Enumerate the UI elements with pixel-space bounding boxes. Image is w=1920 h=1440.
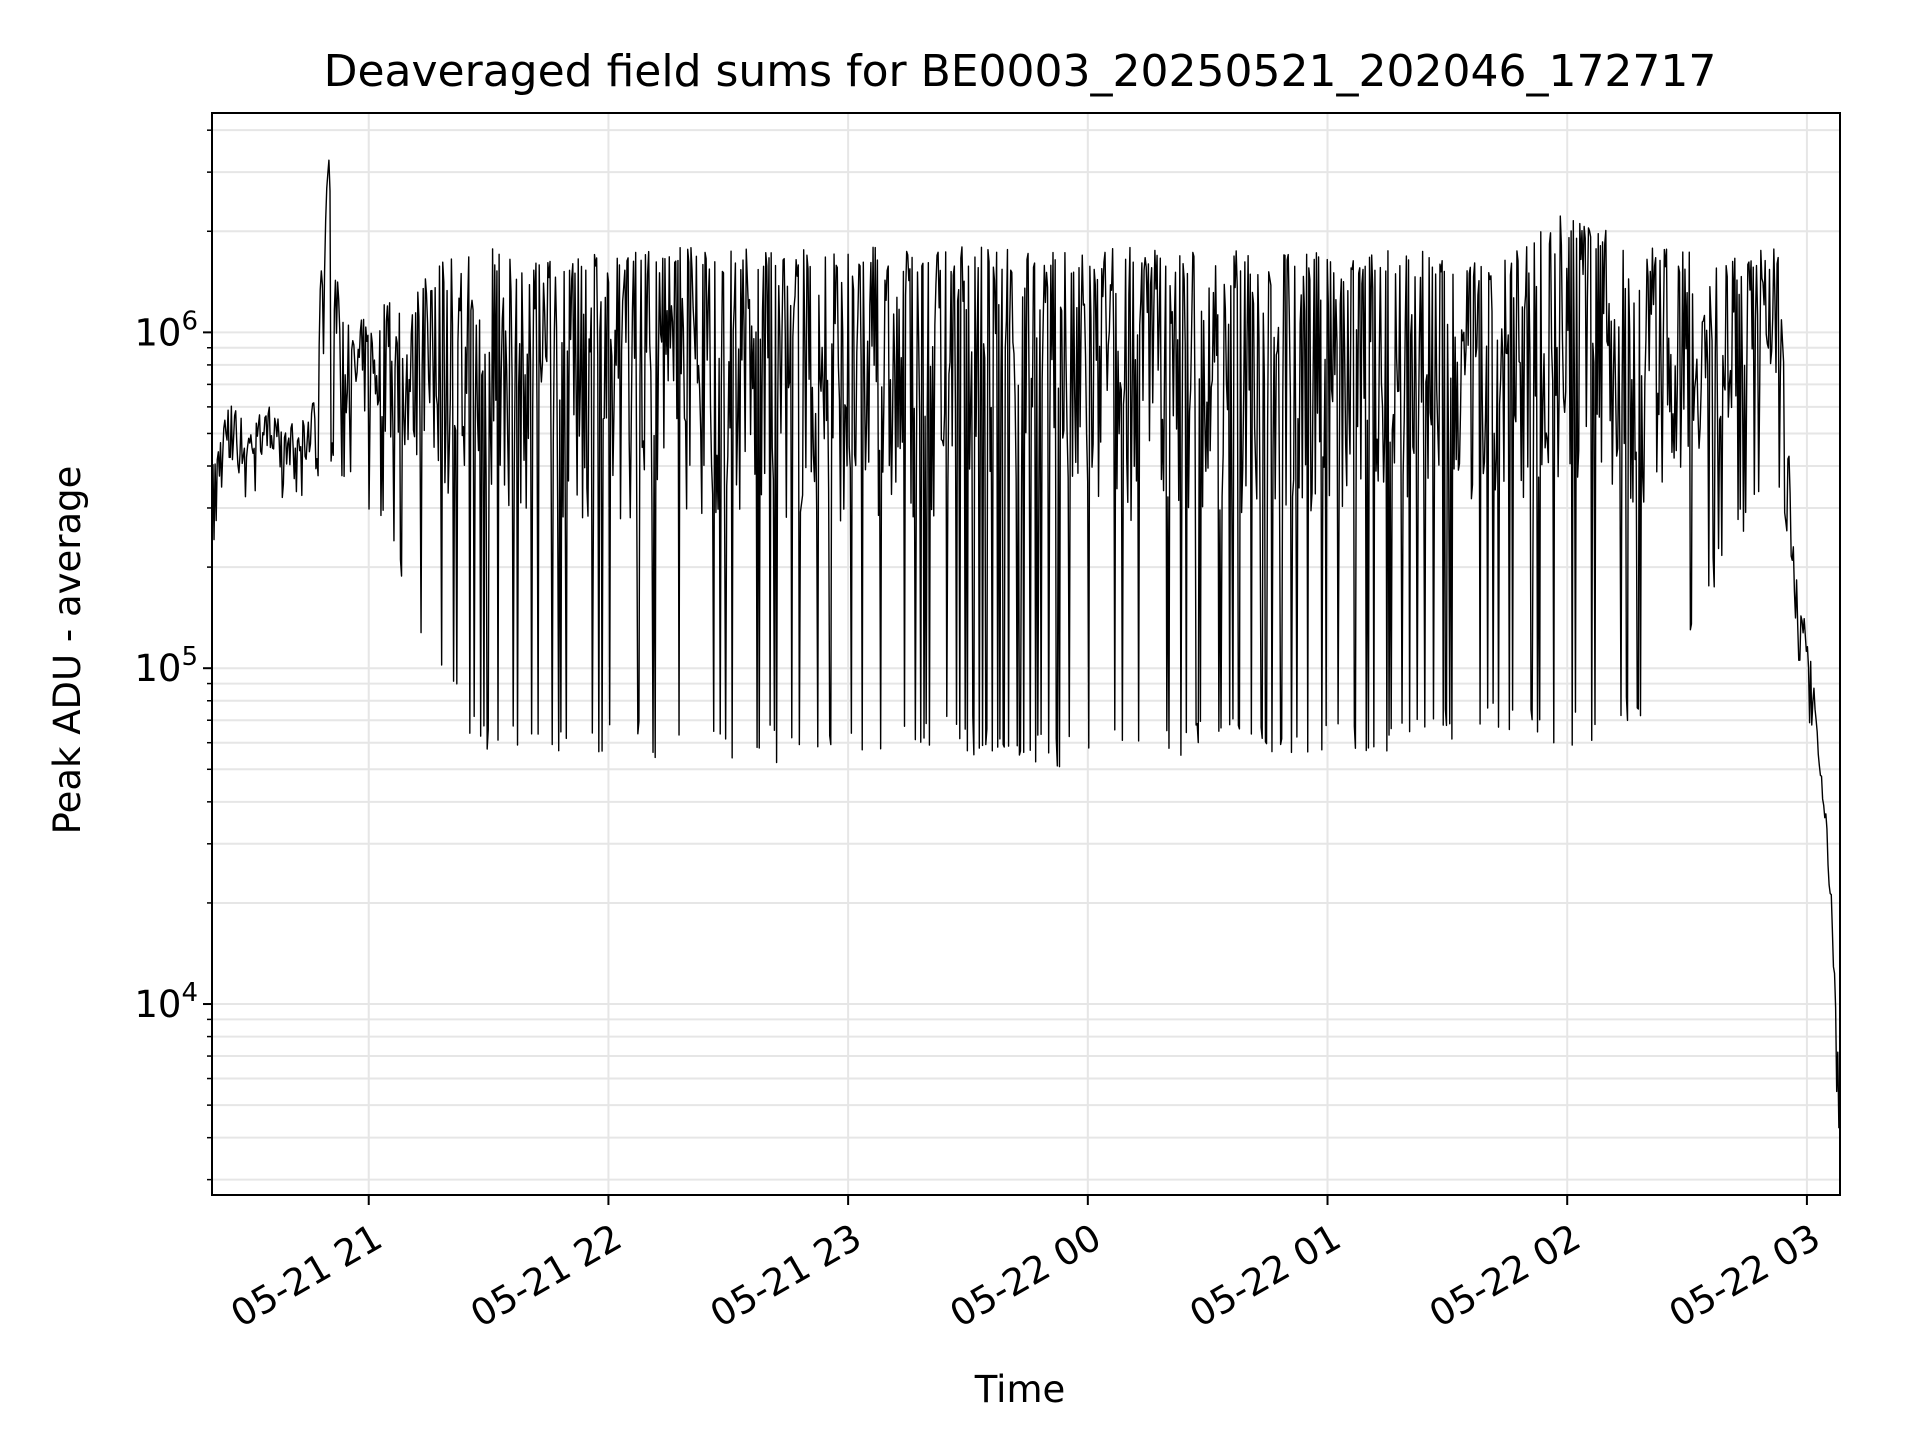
axes-frame <box>211 112 1841 1196</box>
y-axis-label: Peak ADU - average <box>46 466 89 835</box>
x-axis-label: Time <box>974 1368 1066 1411</box>
y-tick-label: 105 <box>134 642 198 690</box>
series-line <box>212 159 1840 1129</box>
plot-area <box>212 159 1840 1129</box>
axes-border <box>211 112 1841 1196</box>
chart-title: Deaveraged field sums for BE0003_2025052… <box>324 46 1717 97</box>
y-axis: 104 105 106 <box>134 129 212 1181</box>
y-tick-label: 104 <box>134 978 198 1026</box>
y-tick-label: 106 <box>134 306 198 354</box>
